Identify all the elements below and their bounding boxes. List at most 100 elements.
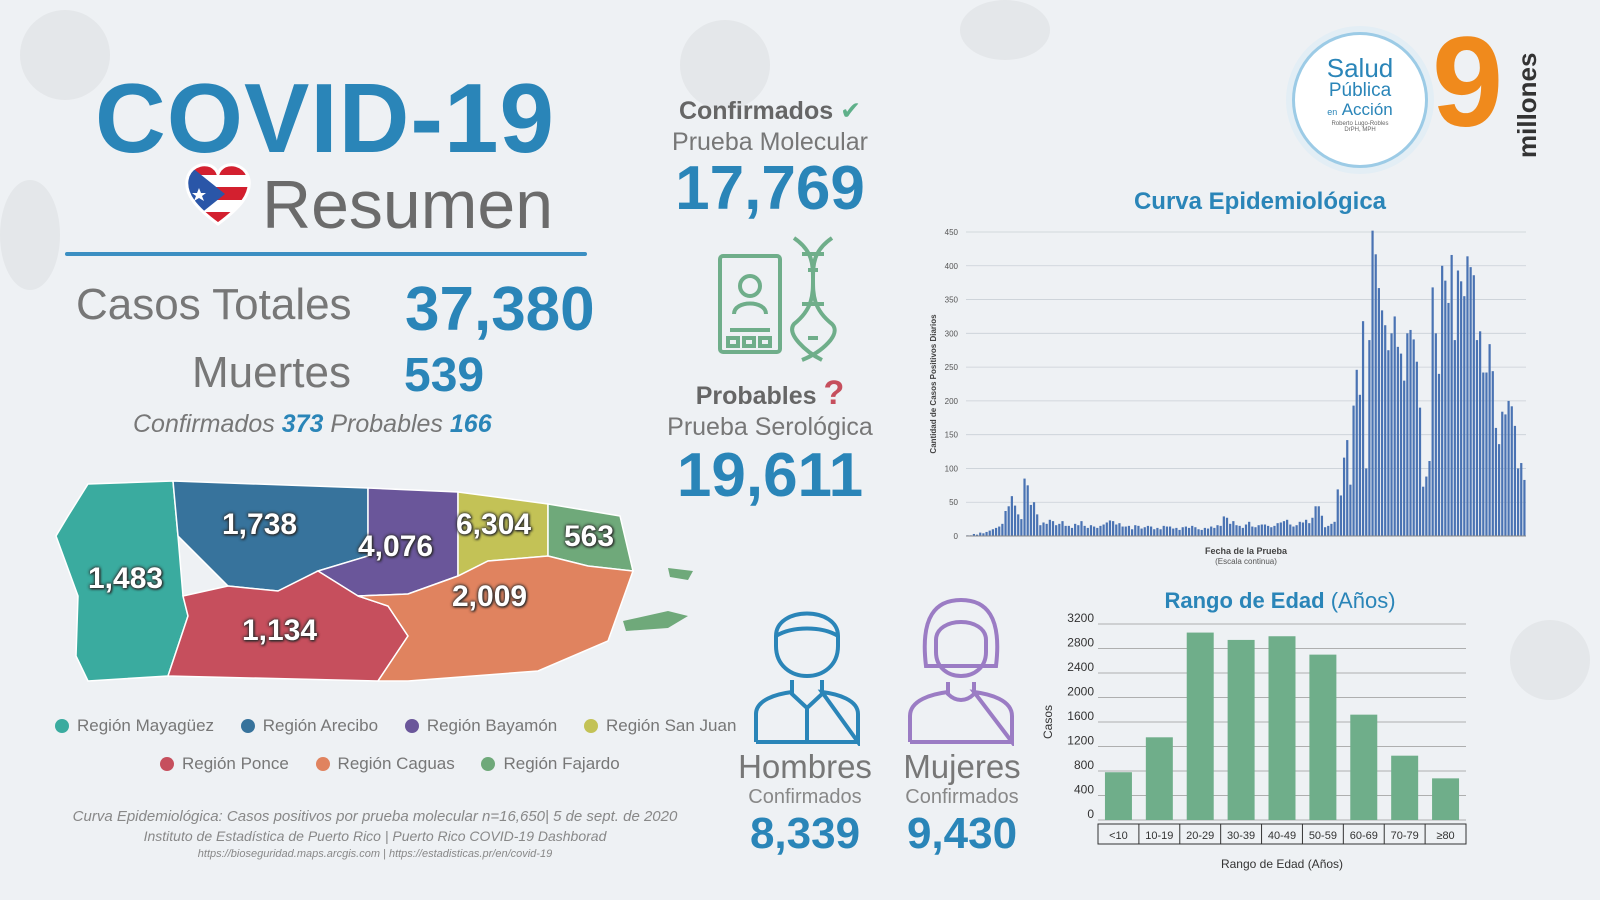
legend-label: Región San Juan xyxy=(605,716,737,735)
epi-bar xyxy=(1431,287,1434,536)
background-virus-icon xyxy=(20,10,110,100)
epi-bar xyxy=(1197,529,1200,536)
epi-bar xyxy=(1479,331,1482,536)
epi-y-tick-label: 100 xyxy=(945,464,959,473)
epi-bar xyxy=(1248,521,1251,536)
epi-bar xyxy=(1393,316,1396,536)
epi-bar xyxy=(1314,506,1317,536)
epi-bar xyxy=(979,532,982,536)
epi-bar xyxy=(1418,407,1422,536)
source-line-1: Curva Epidemiológica: Casos positivos po… xyxy=(72,808,678,825)
epi-bar xyxy=(1149,526,1153,536)
age-chart-title-row: Rango de Edad (Años) xyxy=(1100,588,1460,614)
epi-bar xyxy=(1482,372,1485,536)
legend-label: Región Mayagüez xyxy=(77,716,215,735)
age-bar xyxy=(1350,714,1378,820)
legend-item-mayaguez: Región Mayagüez xyxy=(55,716,214,735)
epi-bar xyxy=(1292,526,1295,536)
legend-item-caguas: Región Caguas xyxy=(315,754,455,773)
epi-bar xyxy=(1026,485,1029,536)
epi-bar xyxy=(1184,526,1187,536)
epi-bar xyxy=(985,531,988,536)
epi-bar xyxy=(1232,521,1235,536)
epi-bar xyxy=(1501,411,1504,536)
logo-line-3: en xyxy=(1327,107,1338,117)
legend-item-fajardo: Región Fajardo xyxy=(481,754,620,773)
epi-bar xyxy=(1080,521,1083,536)
epi-bar xyxy=(1498,444,1501,536)
epi-bar xyxy=(1289,524,1292,536)
epi-bar xyxy=(1219,525,1222,536)
epi-bar xyxy=(1504,414,1507,536)
epi-bar xyxy=(1510,406,1513,536)
age-chart-title-suffix: (Años) xyxy=(1330,588,1396,613)
confirmed-test: Prueba Molecular xyxy=(672,128,868,156)
epi-bar xyxy=(1077,525,1080,536)
source-line-3: https://bioseguridad.maps.arcgis.com | h… xyxy=(197,848,553,860)
total-cases-value: 37,380 xyxy=(405,275,595,344)
epi-bar xyxy=(1475,340,1479,536)
epi-bar xyxy=(1039,525,1042,536)
map-label-caguas: 2,009 xyxy=(452,580,528,613)
epi-y-tick-label: 400 xyxy=(945,262,959,271)
epi-bar xyxy=(1251,526,1254,536)
epi-bar xyxy=(1387,350,1390,536)
epi-curve-chart: 0 50 100 150 200 250 300 350 400 450 Fecha de la P… xyxy=(930,228,1526,566)
epi-bar xyxy=(1488,344,1491,536)
logo-line-2: Pública xyxy=(1328,80,1392,101)
epi-bar xyxy=(1308,523,1311,536)
women-value: 9,430 xyxy=(906,809,1018,858)
epi-bar xyxy=(1168,526,1172,536)
epi-bar xyxy=(1108,520,1112,536)
epi-bar xyxy=(1463,296,1466,536)
map-region-caguas xyxy=(357,555,635,682)
epi-bar xyxy=(1137,525,1140,536)
epi-bar xyxy=(1466,256,1469,536)
probable-value: 19,611 xyxy=(676,441,864,510)
epi-y-tick-label: 50 xyxy=(949,498,958,507)
background-virus-icon xyxy=(0,180,60,290)
age-category-label: 50-59 xyxy=(1309,830,1337,842)
legend-dot xyxy=(481,757,496,771)
epi-bar xyxy=(1323,527,1327,536)
age-category-label: 10-19 xyxy=(1145,830,1173,842)
epi-bar xyxy=(1045,523,1048,536)
epi-bar xyxy=(1368,340,1371,536)
brand-word: millones xyxy=(1512,52,1542,158)
epi-bar xyxy=(1361,321,1365,536)
epi-bar xyxy=(1124,526,1127,536)
epi-bar xyxy=(1165,526,1169,536)
epi-bar xyxy=(1032,502,1036,536)
epi-bar xyxy=(1301,522,1305,536)
legend-label: Región Arecibo xyxy=(262,716,379,735)
probable-test: Prueba Serológica xyxy=(667,413,873,441)
puerto-rico-map xyxy=(48,476,708,706)
epi-bar xyxy=(1064,525,1067,536)
age-bar xyxy=(1145,737,1173,820)
epi-bar xyxy=(1130,529,1134,536)
epi-bar xyxy=(1238,525,1241,536)
epi-bar xyxy=(1036,514,1039,536)
epi-bar xyxy=(1380,310,1384,536)
age-category-label: 70-79 xyxy=(1391,830,1419,842)
epi-bar xyxy=(1263,524,1267,536)
epi-bar xyxy=(994,527,998,536)
map-label-fajardo: 563 xyxy=(564,520,615,553)
epi-bar xyxy=(1191,525,1194,536)
epi-bar xyxy=(1396,346,1399,536)
epi-y-tick-label: 200 xyxy=(945,397,959,406)
age-category-label: 60-69 xyxy=(1350,830,1378,842)
epi-bar xyxy=(1067,525,1070,536)
epi-bar xyxy=(1222,516,1225,536)
epi-bar xyxy=(1181,527,1184,536)
deaths-probable-label: Probables xyxy=(330,410,443,438)
epi-y-tick-label: 350 xyxy=(945,296,959,305)
epi-bar xyxy=(1010,496,1013,536)
epi-bar xyxy=(1156,527,1159,536)
probable-label-row: Probables ? xyxy=(650,374,890,413)
epi-bar xyxy=(1267,525,1270,536)
epi-y-tick-label: 250 xyxy=(945,363,959,372)
epi-bar xyxy=(1241,527,1244,536)
legend-dot xyxy=(315,757,330,771)
page-subtitle: Resumen xyxy=(262,167,554,243)
